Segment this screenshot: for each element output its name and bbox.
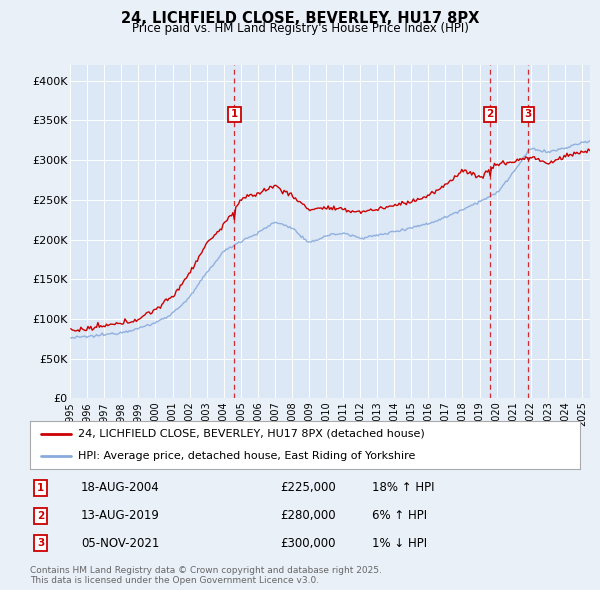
Text: 3: 3 bbox=[524, 109, 532, 119]
Text: £300,000: £300,000 bbox=[281, 537, 336, 550]
Text: 6% ↑ HPI: 6% ↑ HPI bbox=[372, 509, 427, 522]
Text: £225,000: £225,000 bbox=[280, 481, 336, 494]
Text: 2: 2 bbox=[37, 511, 44, 520]
Text: Contains HM Land Registry data © Crown copyright and database right 2025.
This d: Contains HM Land Registry data © Crown c… bbox=[30, 566, 382, 585]
Text: 3: 3 bbox=[37, 539, 44, 548]
Text: 1: 1 bbox=[37, 483, 44, 493]
Text: £280,000: £280,000 bbox=[280, 509, 336, 522]
Text: 2: 2 bbox=[487, 109, 494, 119]
Text: 1% ↓ HPI: 1% ↓ HPI bbox=[372, 537, 427, 550]
Text: 18-AUG-2004: 18-AUG-2004 bbox=[81, 481, 160, 494]
Text: 1: 1 bbox=[231, 109, 238, 119]
Text: 24, LICHFIELD CLOSE, BEVERLEY, HU17 8PX: 24, LICHFIELD CLOSE, BEVERLEY, HU17 8PX bbox=[121, 11, 479, 25]
Text: HPI: Average price, detached house, East Riding of Yorkshire: HPI: Average price, detached house, East… bbox=[79, 451, 416, 461]
Text: 13-AUG-2019: 13-AUG-2019 bbox=[81, 509, 160, 522]
Text: 24, LICHFIELD CLOSE, BEVERLEY, HU17 8PX (detached house): 24, LICHFIELD CLOSE, BEVERLEY, HU17 8PX … bbox=[79, 429, 425, 439]
Text: Price paid vs. HM Land Registry's House Price Index (HPI): Price paid vs. HM Land Registry's House … bbox=[131, 22, 469, 35]
Text: 05-NOV-2021: 05-NOV-2021 bbox=[81, 537, 160, 550]
Text: 18% ↑ HPI: 18% ↑ HPI bbox=[372, 481, 434, 494]
